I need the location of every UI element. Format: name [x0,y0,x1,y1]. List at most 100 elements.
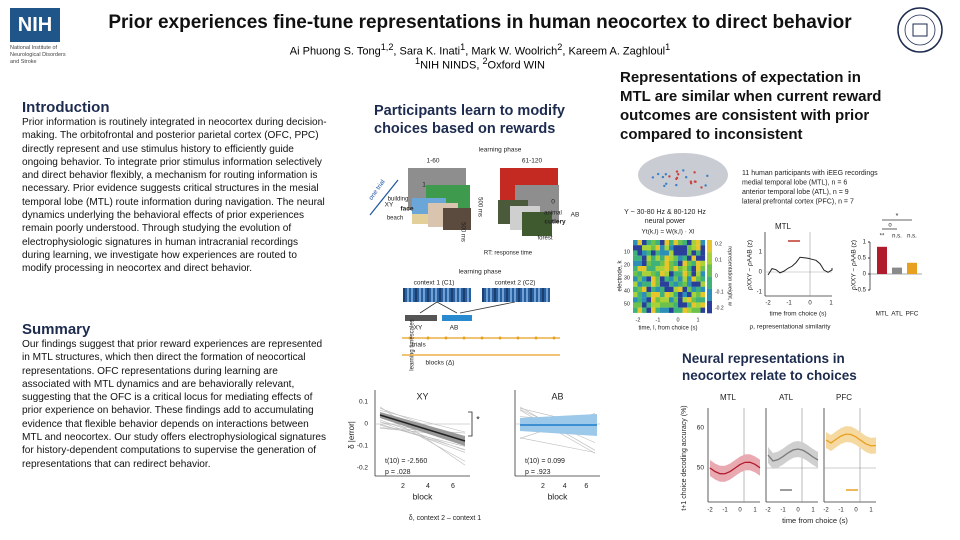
figure-label: representation weight, w [727,246,733,306]
heatmap-cell [673,292,679,298]
shape [542,288,544,302]
figure-label: δ, context 2 – context 1 [409,515,481,522]
heatmap-cell [673,255,679,261]
heatmap-cell [637,281,643,287]
figure-label: n.s. [907,234,917,240]
figure-label: PFC [906,311,919,318]
figure-label: 0 [808,301,812,307]
heatmap-cell [637,297,643,303]
shape [435,288,437,302]
heatmap-cell [700,292,706,298]
figure-label: trials [412,342,426,349]
heatmap-cell [691,271,697,277]
heatmap-cell [646,302,652,308]
curve [380,412,465,446]
heatmap-cell [633,297,638,303]
dot [498,336,502,340]
heatmap-cell [691,292,697,298]
figure-label: ρXXY − ρAAB (z) [747,240,754,290]
author-name: Ai Phuong S. Tong [289,45,381,58]
heatmap-cell [633,245,638,251]
heatmap-cell [651,260,656,267]
heatmap-cell [673,245,679,251]
heatmap-cell [642,307,647,313]
heatmap-cell [646,286,652,293]
shape [482,288,484,302]
heatmap-cell [678,297,683,303]
heatmap-cell [669,292,674,298]
shape [451,288,453,302]
y-tick-label: 1 [863,240,867,246]
figure-label: 1 [696,317,699,323]
heatmap-cell [669,260,674,267]
figure-label: -2 [636,317,641,323]
heatmap-cell [637,302,643,308]
separator: , [465,45,472,58]
heatmap-cell [651,286,656,293]
heatmap-cell [664,302,670,308]
heatmap-cell [646,250,652,256]
dot [444,336,448,340]
figure-label: * [476,414,480,424]
heatmap-cell [664,260,670,267]
shape [538,288,540,302]
error-band [768,441,818,469]
figure-label: 40 [624,288,630,294]
heatmap-cell [700,260,706,267]
heatmap-cell [660,297,665,303]
paragraph: Prior information is routinely integrate… [22,117,327,275]
heatmap-cell [678,245,683,251]
heatmap-cell [637,271,643,277]
heatmap-cell [633,286,638,293]
heatmap-cell [655,297,661,303]
heatmap-cell [678,266,683,272]
figure-label: -0.1 [715,289,724,295]
figure-label: medial temporal lobe (MTL), n = 6 [742,179,847,186]
heatmap-cell [696,255,701,261]
dot [516,336,520,340]
heatmap-cell [678,250,683,256]
figure-label: t+1 choice decoding accuracy (%) [681,405,688,510]
figure-label: -0.1 [357,443,369,450]
heatmap-cell [655,271,661,277]
heatmap-cell [664,240,670,246]
heatmap-cell [687,240,692,246]
heatmap-cell [669,240,674,246]
heatmap-cell [669,286,674,293]
shape [439,288,441,302]
heatmap-cell [633,240,638,246]
heatmap-cell [651,245,656,251]
shape [403,288,405,302]
heatmap-cell [655,245,661,251]
heatmap-cell [660,266,665,272]
heatmap-cell [633,250,638,256]
colorbar [707,264,712,277]
heatmap-cell [651,250,656,256]
heatmap-cell [637,307,643,313]
shape [447,288,449,302]
electrode [706,174,709,178]
shape [486,288,488,302]
heatmap-cell [664,245,670,251]
figure-label: 0 [551,199,555,206]
figure-label: o [888,223,892,229]
heatmap-cell [696,292,701,298]
electrode [668,175,671,178]
heatmap-cell [642,260,647,267]
heatmap-cell [655,260,661,267]
shape [467,288,469,302]
subject-line [519,437,596,453]
heatmap-cell [678,240,683,246]
heatmap-cell [687,297,692,303]
figure-label: ATL [891,311,903,318]
heatmap-cell [642,255,647,261]
heatmap-cell [691,255,697,261]
heatmap-cell [700,286,706,293]
heatmap-cell [682,250,688,256]
figure-label: -1 [780,508,786,514]
figure-label: XY [414,325,423,332]
heatmap-cell [678,255,683,261]
figure-label: t(10) = 0.099 [525,458,565,465]
heatmap-cell [696,250,701,256]
section-heading: Summary [22,321,91,338]
